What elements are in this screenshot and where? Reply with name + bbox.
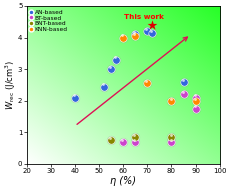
Point bbox=[168, 97, 172, 100]
Point bbox=[133, 33, 136, 36]
Point bbox=[113, 56, 116, 59]
Point bbox=[180, 91, 184, 94]
Point bbox=[121, 140, 124, 143]
Point bbox=[109, 139, 112, 142]
Point bbox=[169, 140, 173, 143]
Point bbox=[133, 141, 136, 144]
Point bbox=[181, 93, 185, 96]
Point bbox=[193, 99, 197, 102]
Point bbox=[132, 139, 136, 142]
Point bbox=[73, 96, 76, 99]
Point bbox=[192, 105, 196, 108]
Point bbox=[121, 140, 124, 143]
Point bbox=[109, 68, 112, 71]
Point bbox=[114, 58, 117, 61]
Point bbox=[144, 80, 147, 83]
Point bbox=[101, 85, 105, 88]
Point bbox=[193, 96, 197, 99]
Point bbox=[108, 65, 112, 68]
Point bbox=[150, 23, 153, 26]
Point bbox=[132, 31, 136, 34]
Point bbox=[169, 99, 173, 102]
Point bbox=[169, 136, 173, 139]
Point bbox=[73, 96, 76, 99]
Point bbox=[192, 97, 196, 100]
Point bbox=[169, 136, 173, 139]
Point bbox=[145, 82, 148, 85]
Point bbox=[181, 93, 185, 96]
Point bbox=[133, 141, 136, 144]
Point bbox=[168, 133, 172, 136]
Point bbox=[101, 85, 105, 88]
Y-axis label: $W_\mathrm{rec}$ (J/cm$^3$): $W_\mathrm{rec}$ (J/cm$^3$) bbox=[3, 60, 18, 110]
Point bbox=[192, 94, 196, 97]
Point bbox=[193, 96, 197, 99]
X-axis label: η (%): η (%) bbox=[110, 176, 136, 186]
Point bbox=[109, 68, 112, 71]
Point bbox=[145, 30, 148, 33]
Point bbox=[133, 34, 136, 37]
Point bbox=[169, 140, 173, 143]
Point bbox=[132, 133, 136, 136]
Point bbox=[169, 99, 173, 102]
Point bbox=[120, 138, 123, 141]
Point bbox=[108, 136, 112, 139]
Point bbox=[193, 107, 197, 110]
Point bbox=[149, 29, 152, 32]
Point bbox=[133, 34, 136, 37]
Point bbox=[101, 83, 104, 86]
Point bbox=[72, 94, 75, 97]
Point bbox=[193, 107, 197, 110]
Point bbox=[193, 99, 197, 102]
Point bbox=[109, 139, 112, 142]
Point bbox=[145, 30, 148, 33]
Point bbox=[121, 36, 124, 39]
Point bbox=[144, 28, 147, 31]
Point bbox=[181, 80, 185, 83]
Point bbox=[133, 136, 136, 139]
Point bbox=[168, 138, 172, 141]
Legend: AN-based, BT-based, BNT-based, KNN-based: AN-based, BT-based, BNT-based, KNN-based bbox=[29, 8, 68, 34]
Text: This work: This work bbox=[123, 14, 163, 19]
Point bbox=[114, 58, 117, 61]
Point bbox=[121, 36, 124, 39]
Point bbox=[120, 34, 123, 37]
Point bbox=[180, 78, 184, 81]
Point bbox=[145, 82, 148, 85]
Point bbox=[150, 31, 153, 34]
Point bbox=[181, 80, 185, 83]
Point bbox=[132, 32, 136, 35]
Point bbox=[150, 31, 153, 34]
Point bbox=[133, 33, 136, 36]
Point bbox=[133, 136, 136, 139]
